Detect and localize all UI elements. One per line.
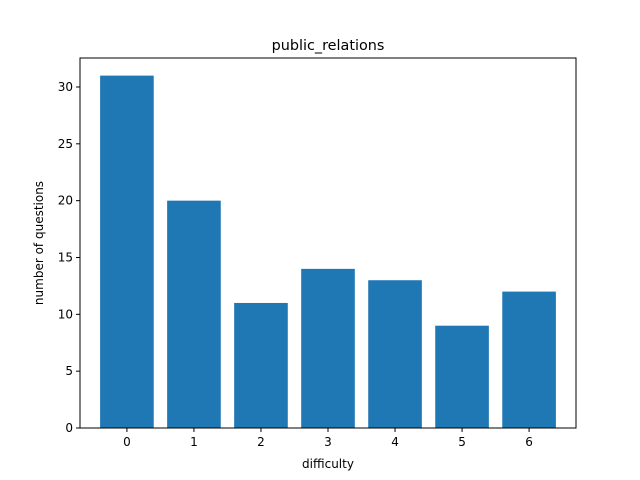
x-tick-label: 2 (257, 435, 265, 449)
bar-1 (167, 200, 221, 428)
y-tick-label: 15 (58, 250, 73, 264)
x-tick-label: 6 (525, 435, 533, 449)
y-tick-label: 20 (58, 194, 73, 208)
x-tick-label: 0 (123, 435, 131, 449)
y-axis-label: number of questions (32, 181, 46, 305)
bar-0 (100, 75, 154, 428)
y-axis-ticks: 0 5 10 15 20 25 30 (58, 80, 80, 435)
bar-3 (301, 268, 355, 428)
bar-4 (368, 280, 422, 428)
y-tick-label: 10 (58, 307, 73, 321)
y-tick-label: 0 (65, 421, 73, 435)
bar-6 (502, 291, 556, 428)
bars-group (100, 75, 556, 428)
x-tick-label: 4 (391, 435, 399, 449)
x-tick-label: 3 (324, 435, 332, 449)
x-axis-ticks: 0 1 2 3 4 5 6 (123, 428, 533, 449)
bar-5 (435, 325, 489, 428)
x-tick-label: 1 (190, 435, 198, 449)
x-axis-label: difficulty (302, 457, 354, 471)
x-tick-label: 5 (458, 435, 466, 449)
y-tick-label: 25 (58, 137, 73, 151)
bar-2 (234, 302, 288, 428)
y-tick-label: 5 (65, 364, 73, 378)
chart-title: public_relations (272, 38, 385, 54)
y-tick-label: 30 (58, 80, 73, 94)
